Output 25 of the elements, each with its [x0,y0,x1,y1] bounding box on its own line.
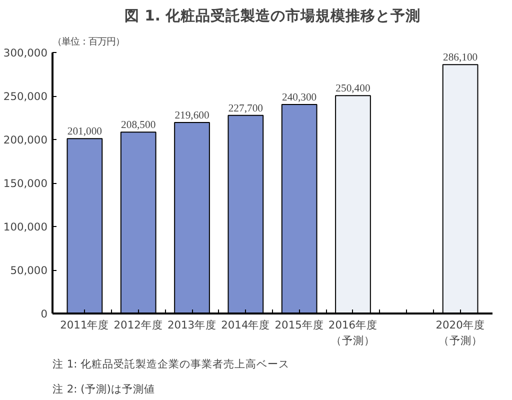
data-label: 286,100 [442,52,478,64]
data-label: 219,600 [174,110,210,122]
text: 注 1: 化粧品受託製造企業の事業者売上高ベース [52,358,290,370]
y-tick-label: 100,000 [3,220,48,234]
text: 注 2: (予測)は予測値 [52,382,155,396]
chart-title: 図 1. 化粧品受託製造の市場規模推移と予測 [124,6,420,24]
x-tick-label: 2013年度 [167,318,217,332]
data-label: 227,700 [228,103,263,114]
x-tick-label: 2015年度 [274,318,324,332]
x-tick-label: 2012年度 [114,318,163,332]
data-label: 208,500 [121,120,156,132]
y-tick-label: 150,000 [3,177,48,190]
data-label: 201,000 [67,126,102,138]
x-tick-label: 2020年度（予測） [436,318,485,348]
x-tick-label: 2016年度（予測） [328,318,378,348]
x-tick-label: 2014年度 [221,318,270,332]
data-label: 250,400 [336,84,370,95]
y-axis-title: （単位：百万円） [52,36,124,48]
y-tick-label: 200,000 [3,134,48,146]
y-tick-label: 250,000 [3,90,48,103]
y-tick-label: 50,000 [10,264,48,277]
data-label: 240,300 [282,92,317,104]
y-tick-label: 300,000 [3,46,48,60]
x-tick-label: 2011年度 [60,318,110,332]
y-tick-label: 0 [40,308,48,320]
